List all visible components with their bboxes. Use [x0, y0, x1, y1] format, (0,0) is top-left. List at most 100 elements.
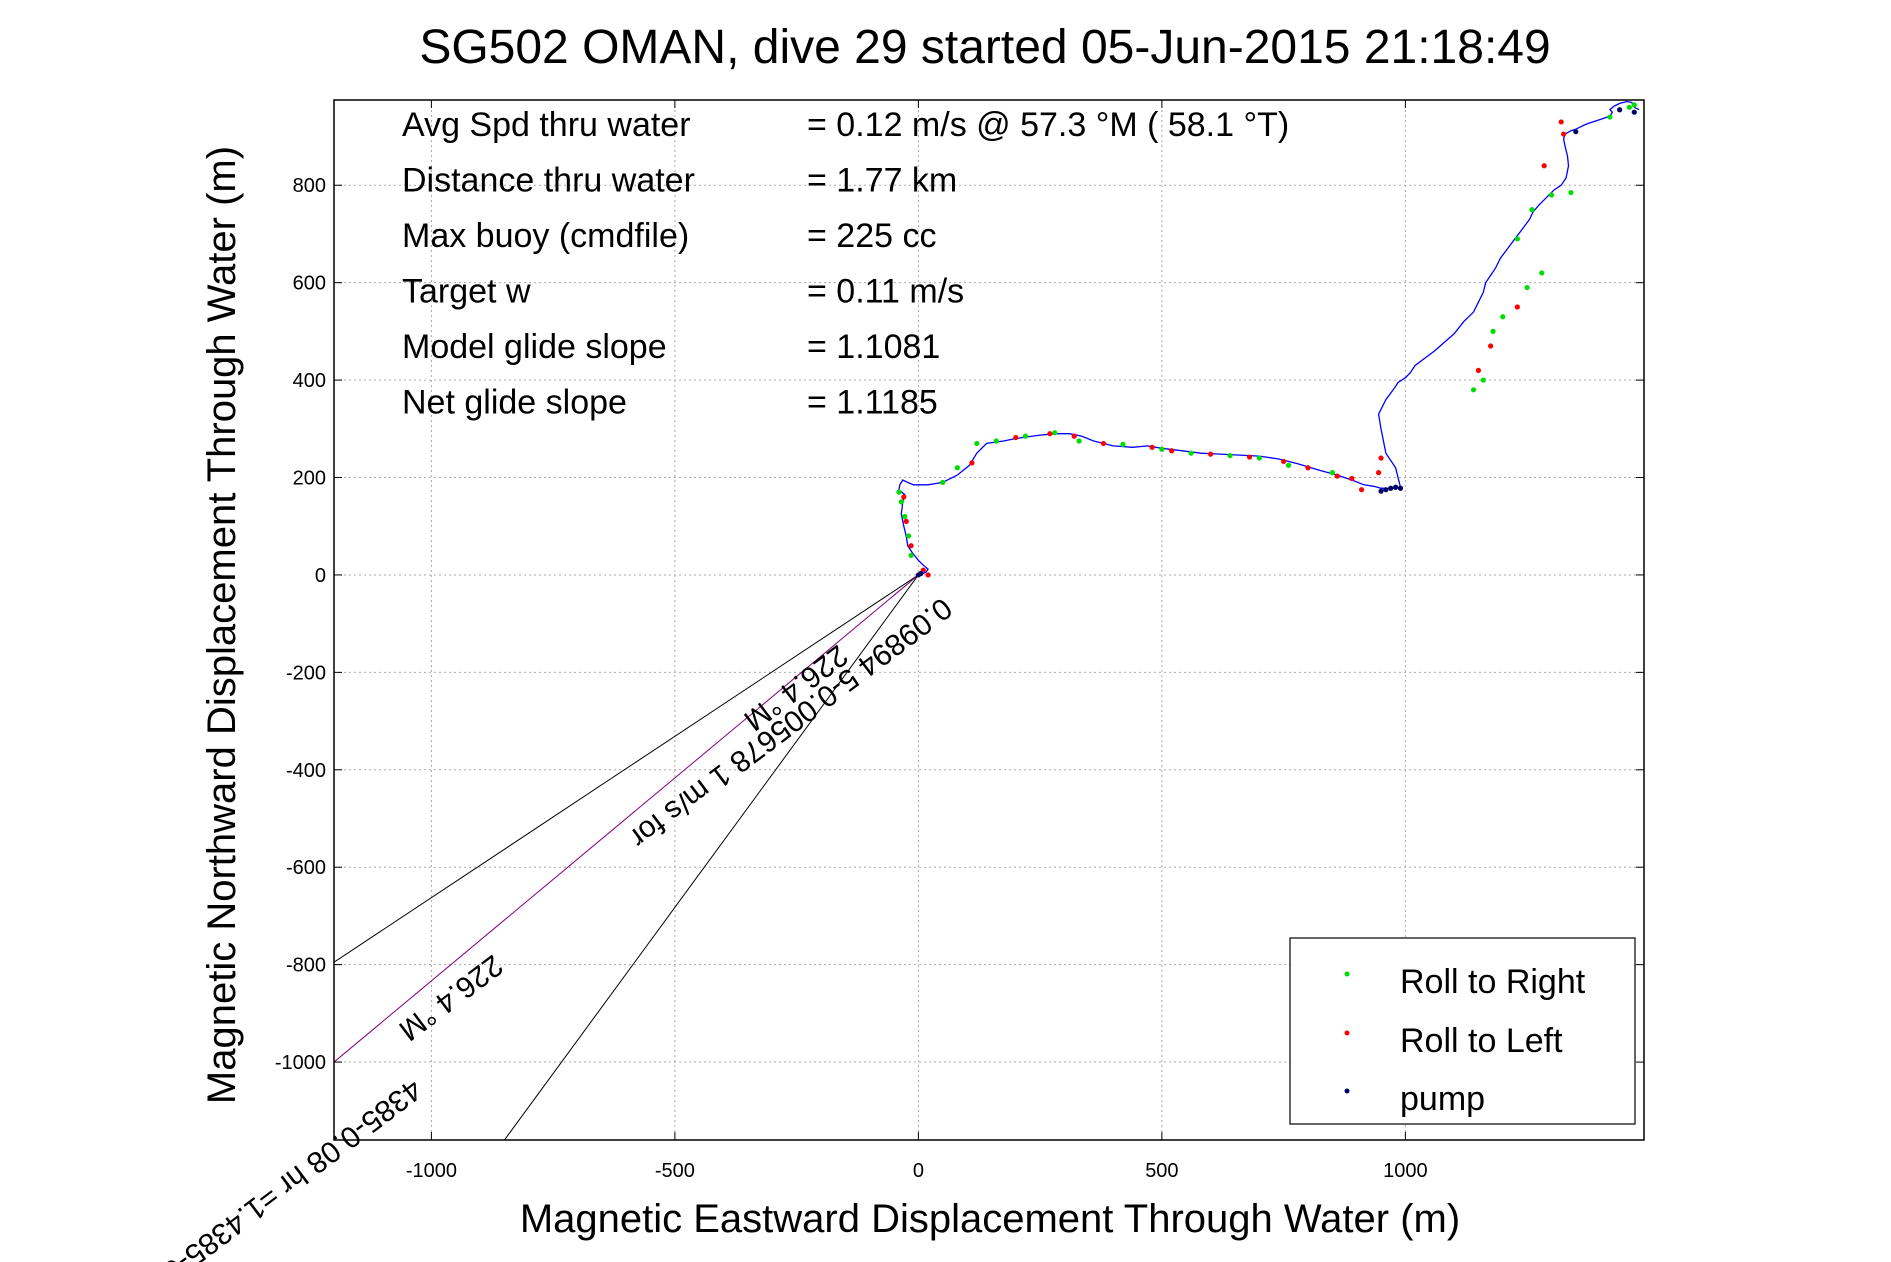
- y-tick-label: -800: [286, 955, 326, 977]
- dive-statistics: Avg Spd thru water = 0.12 m/s @ 57.3 °M (…: [402, 106, 1289, 422]
- chart-title: SG502 OMAN, dive 29 started 05-Jun-2015 …: [419, 21, 1550, 74]
- roll-to-left-point: [1349, 475, 1355, 482]
- stat-value: = 0.12 m/s @ 57.3 °M ( 58.1 °T): [807, 106, 1289, 144]
- roll-to-right-point: [1022, 433, 1029, 439]
- roll-to-left-point: [903, 518, 909, 524]
- roll-to-right-point: [1227, 452, 1233, 459]
- roll-to-right-point: [1329, 470, 1335, 476]
- roll-to-left-point: [1100, 440, 1107, 447]
- x-tick-label: -1000: [406, 1160, 457, 1182]
- y-tick-label: 600: [293, 273, 326, 295]
- roll-to-right-point: [940, 479, 946, 485]
- pump-point: [1388, 485, 1394, 491]
- roll-to-right-point: [906, 533, 912, 539]
- y-tick-label: 200: [293, 468, 326, 490]
- legend-label-pump: pump: [1400, 1080, 1485, 1118]
- roll-to-left-point: [1281, 458, 1287, 465]
- x-axis-label: Magnetic Eastward Displacement Through W…: [520, 1197, 1460, 1241]
- roll-to-right-point: [1631, 102, 1637, 108]
- roll-to-right-point: [1568, 189, 1574, 196]
- grid-lines: [334, 100, 1644, 1140]
- roll-to-right-point: [1480, 377, 1486, 383]
- x-tick-label: 0: [913, 1160, 924, 1182]
- roll-to-left-point: [1305, 465, 1311, 471]
- stat-value: = 0.11 m/s: [807, 273, 964, 311]
- legend-marker-roll-left: [1344, 1030, 1350, 1036]
- roll-to-left-point: [908, 543, 914, 549]
- roll-to-right-point: [1120, 441, 1126, 447]
- roll-markers: [896, 102, 1637, 578]
- roll-to-right-point: [1159, 446, 1165, 452]
- roll-to-right-point: [1524, 284, 1530, 291]
- stat-label: Target w: [402, 273, 531, 311]
- x-tick-label: 1000: [1383, 1160, 1428, 1182]
- stat-label: Max buoy (cmdfile): [402, 217, 689, 255]
- pump-point: [1397, 485, 1404, 491]
- legend-label-roll-right: Roll to Right: [1400, 963, 1586, 1001]
- roll-to-right-point: [1539, 270, 1545, 276]
- roll-to-left-point: [1047, 431, 1053, 437]
- roll-to-left-point: [1541, 163, 1547, 169]
- roll-to-left-point: [1071, 433, 1077, 439]
- roll-to-right-point: [1188, 450, 1194, 456]
- roll-to-right-point: [1076, 438, 1082, 444]
- roll-to-right-point: [1626, 104, 1632, 110]
- roll-to-right-point: [1548, 192, 1555, 198]
- y-tick-label: -1000: [275, 1052, 326, 1074]
- roll-to-left-point: [925, 572, 931, 578]
- roll-to-left-point: [1558, 119, 1564, 125]
- heading-label-lower: 4385-0.08 hr =1.4385-0.08: [124, 1072, 428, 1262]
- x-axis-ticks: -1000 -500 0 500 1000: [406, 100, 1428, 1182]
- y-tick-label: 800: [293, 175, 326, 197]
- y-axis-ticks: -1000 -800 -600 -400 -200 0 200 400 600 800: [275, 175, 1644, 1074]
- stat-value: = 1.1185: [807, 384, 938, 422]
- stat-value: = 225 cc: [807, 217, 936, 255]
- roll-to-right-point: [993, 438, 999, 444]
- roll-to-left-point: [1149, 444, 1155, 450]
- y-tick-label: -200: [286, 662, 326, 684]
- pump-point: [1573, 129, 1579, 135]
- x-tick-label: -500: [655, 1160, 695, 1182]
- roll-to-right-point: [1607, 114, 1613, 120]
- y-tick-label: 0: [315, 565, 326, 587]
- roll-to-right-point: [974, 440, 980, 447]
- pump-point: [1631, 109, 1637, 115]
- x-tick-label: 500: [1145, 1160, 1178, 1182]
- stat-value: = 1.77 km: [807, 162, 957, 200]
- roll-to-left-point: [1358, 487, 1365, 493]
- roll-to-left-point: [1561, 131, 1567, 137]
- pump-point: [1617, 107, 1623, 113]
- stat-label: Distance thru water: [402, 162, 695, 200]
- roll-to-left-point: [1514, 304, 1520, 310]
- legend: Roll to Right Roll to Left pump: [1289, 937, 1636, 1125]
- track-line: [898, 100, 1640, 576]
- roll-to-left-point: [1207, 451, 1214, 457]
- roll-to-right-point: [896, 489, 902, 495]
- roll-to-left-point: [969, 460, 975, 466]
- plot-frame: [333, 99, 1645, 1141]
- roll-to-right-point: [954, 465, 960, 471]
- depth-averaged-current-lines: [334, 574, 919, 1140]
- y-tick-label: -600: [286, 857, 326, 879]
- roll-to-left-point: [901, 494, 907, 500]
- stat-label: Net glide slope: [402, 384, 627, 422]
- current-line-3: [334, 574, 919, 1063]
- y-tick-label: 400: [293, 370, 326, 392]
- roll-to-right-point: [1285, 462, 1292, 468]
- pump-point: [1393, 484, 1399, 490]
- roll-to-right-point: [1490, 328, 1496, 334]
- roll-to-right-point: [1529, 207, 1535, 213]
- roll-to-left-point: [1169, 448, 1175, 454]
- roll-to-right-point: [1500, 314, 1506, 320]
- current-line-1: [334, 574, 919, 963]
- roll-to-left-point: [1378, 455, 1384, 461]
- stat-label: Avg Spd thru water: [402, 106, 691, 144]
- pump-point: [918, 570, 924, 577]
- roll-to-right-point: [1052, 430, 1058, 436]
- roll-to-left-point: [1013, 434, 1019, 441]
- y-axis-label: Magnetic Northward Displacement Through …: [200, 146, 244, 1104]
- roll-to-right-point: [908, 552, 914, 559]
- y-tick-label: -400: [286, 760, 326, 782]
- roll-to-left-point: [1246, 454, 1253, 460]
